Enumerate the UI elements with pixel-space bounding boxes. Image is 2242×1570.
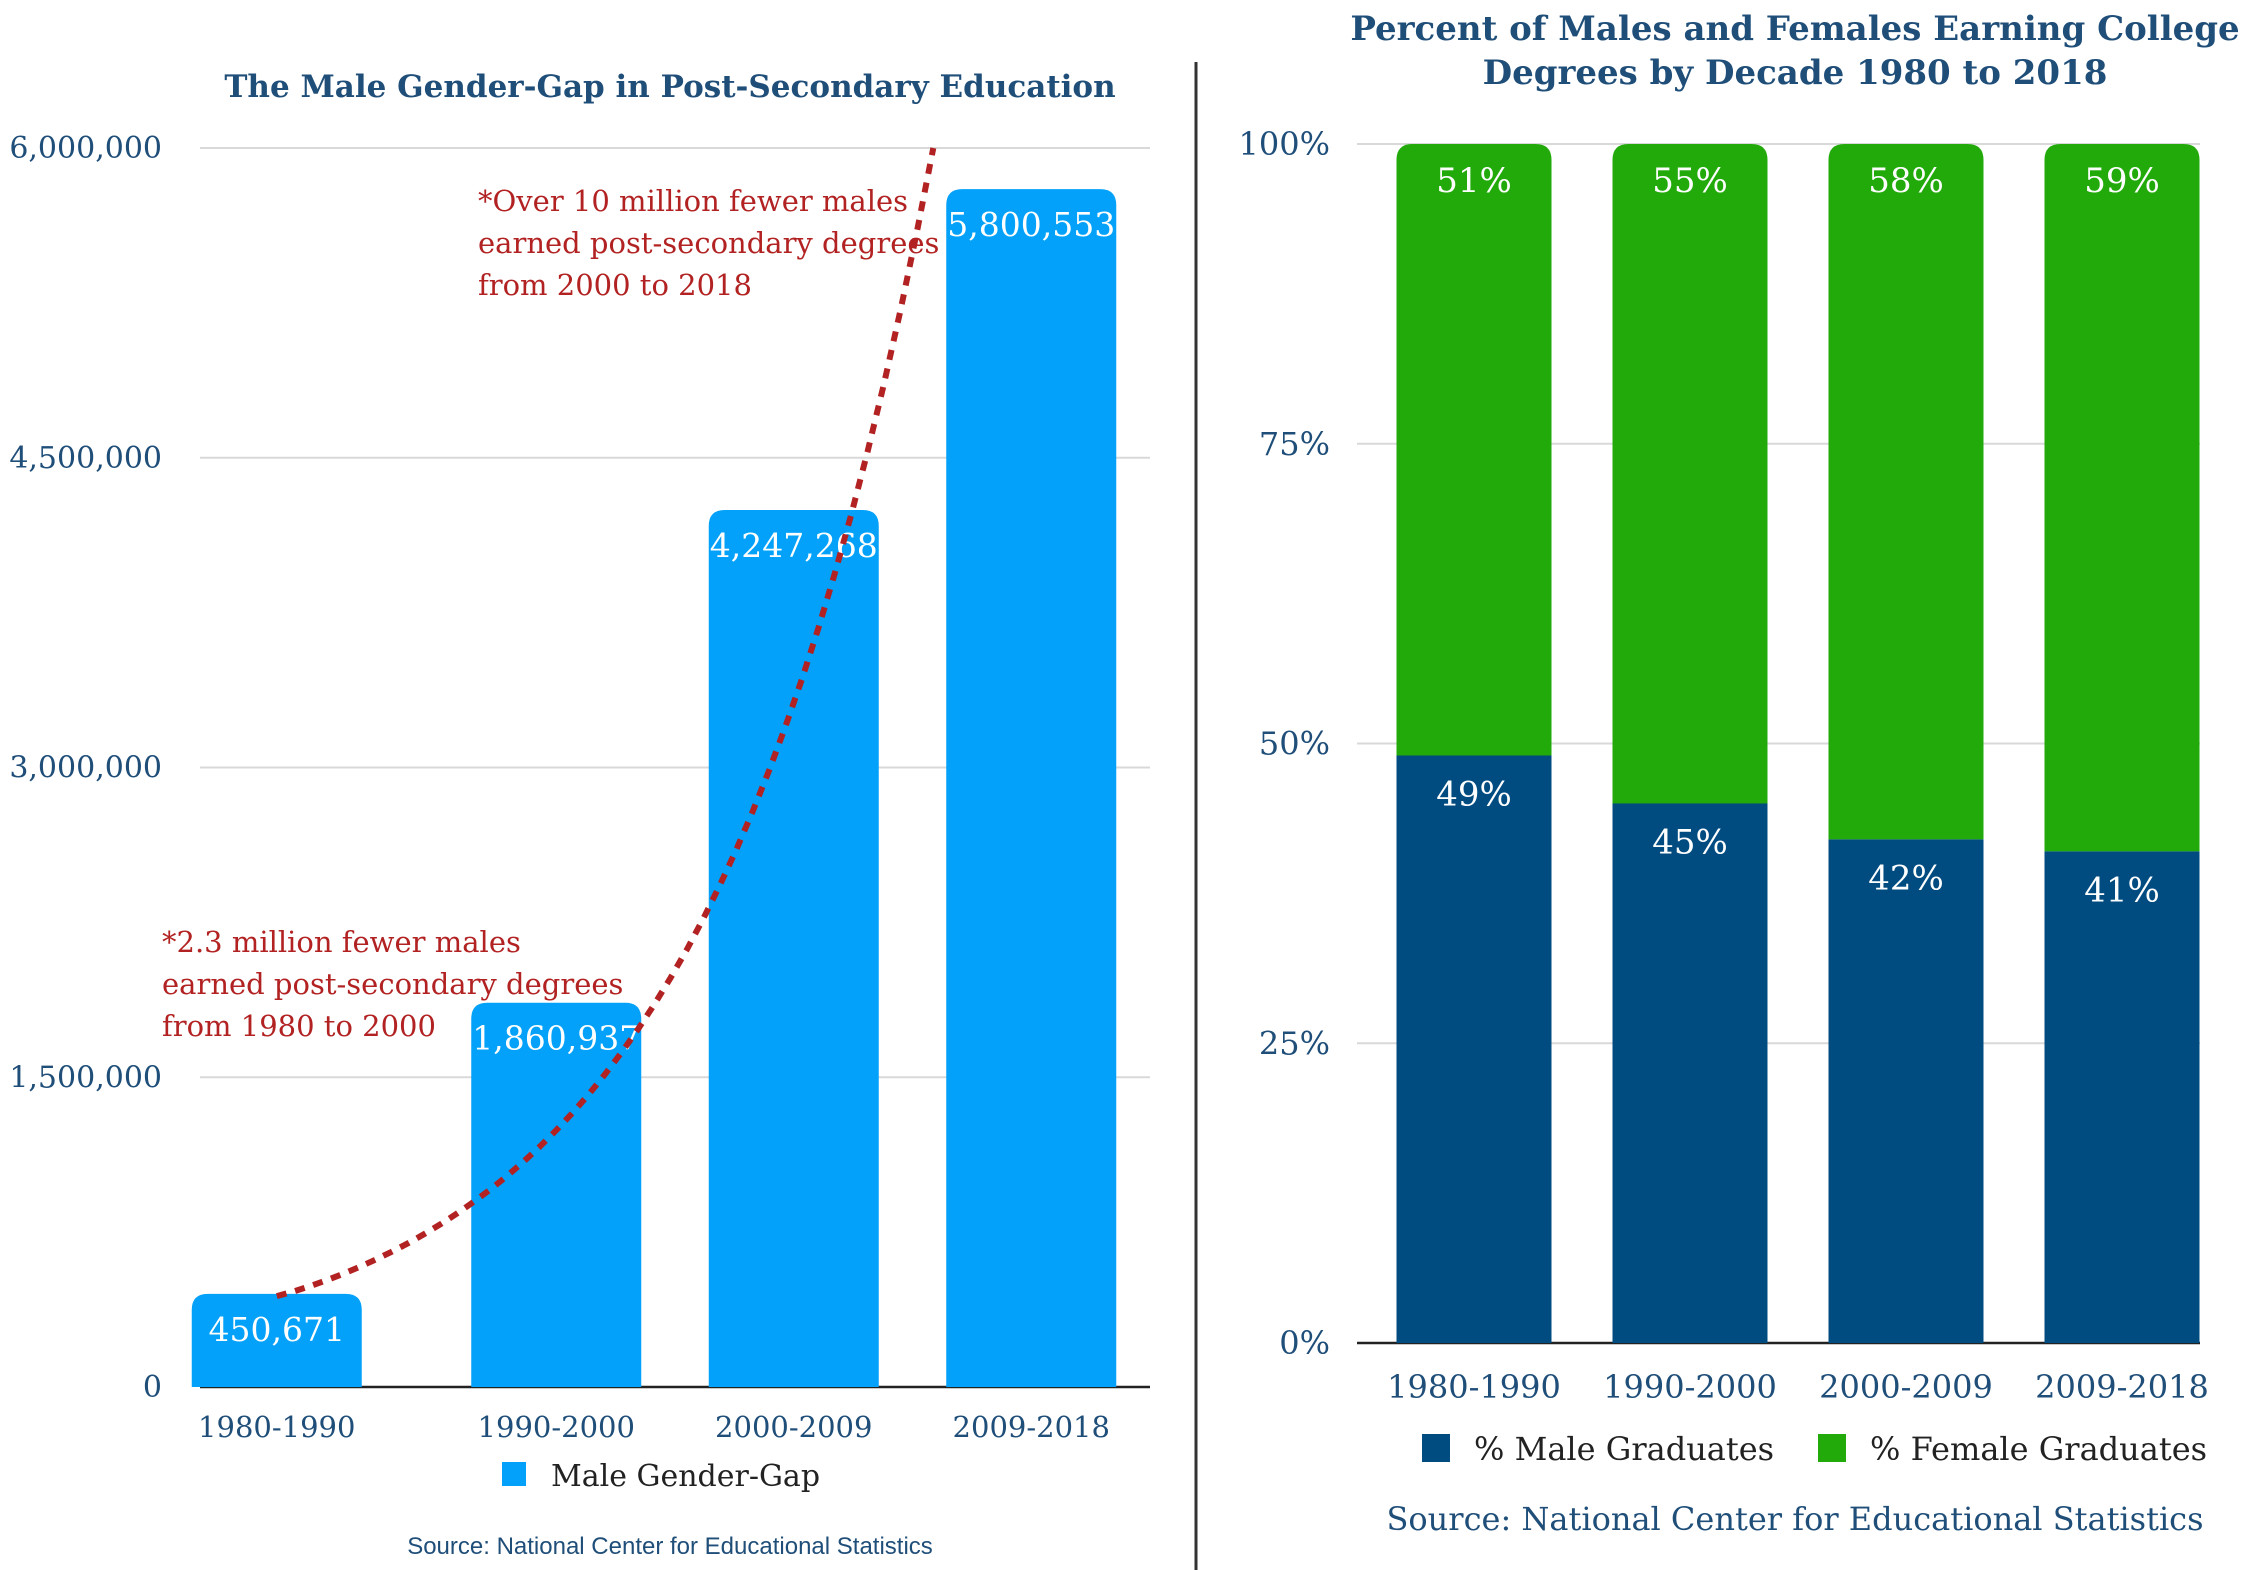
gender-gap-bar-value-label: 450,671 <box>209 1310 345 1349</box>
x-category-label: 2009-2018 <box>953 1410 1110 1444</box>
gender-gap-y-axis: 0 1,500,000 3,000,000 4,500,000 6,000,000 <box>9 131 162 1405</box>
y-tick-label: 0% <box>1279 1324 1330 1362</box>
graduates-legend: % Male Graduates % Female Graduates <box>1422 1430 2207 1468</box>
gender-gap-bar <box>191 1293 362 1387</box>
male-graduates-value-label: 41% <box>2084 870 2160 910</box>
x-category-label: 1980-1990 <box>1387 1368 1561 1406</box>
annotation-line: from 2000 to 2018 <box>478 268 752 302</box>
y-tick-label: 25% <box>1259 1024 1330 1062</box>
female-graduates-bar-segment <box>2044 144 2200 852</box>
gender-gap-bar-value-label: 1,860,937 <box>472 1019 640 1058</box>
x-category-label: 1990-2000 <box>1603 1368 1777 1406</box>
y-tick-label: 50% <box>1259 725 1330 763</box>
gender-gap-source: Source: National Center for Educational … <box>407 1533 933 1560</box>
female-graduates-value-label: 59% <box>2084 161 2160 201</box>
gender-gap-bar <box>471 1002 642 1387</box>
male-graduates-bar-segment <box>2044 851 2200 1343</box>
female-graduates-bar-segment <box>1828 144 1984 840</box>
female-graduates-bar-segment <box>1396 144 1552 756</box>
y-tick-label: 6,000,000 <box>9 131 162 166</box>
x-category-label: 1980-1990 <box>198 1410 355 1444</box>
x-category-label: 2000-2009 <box>1819 1368 1993 1406</box>
gender-gap-trendline <box>276 147 937 1299</box>
gender-gap-annotations: *2.3 million fewer males earned post-seco… <box>162 184 939 1043</box>
annotation-line: *2.3 million fewer males <box>162 925 521 959</box>
y-tick-label: 0 <box>143 1370 162 1405</box>
female-graduates-value-label: 58% <box>1868 161 1944 201</box>
annotation-line: earned post-secondary degrees <box>162 967 623 1001</box>
legend-swatch-female-graduates <box>1818 1434 1846 1462</box>
gender-gap-bar <box>708 509 879 1387</box>
legend-swatch-male-graduates <box>1422 1434 1450 1462</box>
gender-gap-chart-title: The Male Gender-Gap in Post-Secondary Ed… <box>224 69 1115 105</box>
y-tick-label: 1,500,000 <box>9 1060 162 1095</box>
y-tick-label: 100% <box>1239 125 1330 163</box>
annotation-line: earned post-secondary degrees <box>478 226 939 260</box>
male-graduates-value-label: 42% <box>1868 858 1944 898</box>
female-graduates-bar-segment <box>1612 144 1768 804</box>
x-category-label: 1990-2000 <box>478 1410 635 1444</box>
gender-gap-bar-value-label: 4,247,268 <box>710 526 878 565</box>
graduates-chart-title-line-2: Degrees by Decade 1980 to 2018 <box>1483 53 2108 93</box>
gender-gap-legend: Male Gender-Gap <box>502 1459 820 1494</box>
gender-gap-bar-value-label: 5,800,553 <box>947 205 1115 244</box>
annotation-line: from 1980 to 2000 <box>162 1009 436 1043</box>
male-graduates-value-label: 45% <box>1652 822 1728 862</box>
graduates-y-axis: 0% 25% 50% 75% 100% <box>1239 125 1330 1362</box>
female-graduates-value-label: 55% <box>1652 161 1728 201</box>
legend-label-male-graduates: % Male Graduates <box>1474 1430 1774 1468</box>
gender-gap-chart: The Male Gender-Gap in Post-Secondary Ed… <box>9 69 1150 1560</box>
legend-label-female-graduates: % Female Graduates <box>1870 1430 2207 1468</box>
graduates-x-axis: 1980-1990 1990-2000 2000-2009 2009-2018 <box>1387 1368 2209 1406</box>
male-graduates-bar-segment <box>1396 755 1552 1343</box>
y-tick-label: 3,000,000 <box>9 751 162 786</box>
legend-swatch-male-gender-gap <box>502 1462 526 1486</box>
gender-gap-bars: 450,671 1,860,937 4,247,268 5,800,553 <box>191 189 1117 1388</box>
graduates-source: Source: National Center for Educational … <box>1386 1500 2203 1538</box>
graduates-share-chart: Percent of Males and Females Earning Col… <box>1239 9 2240 1538</box>
graduates-stacked-bars: 51% 49% 55% 45% 58% 42% 59% 41% <box>1396 144 2200 1343</box>
male-graduates-bar-segment <box>1612 803 1768 1343</box>
graduates-chart-title-line-1: Percent of Males and Females Earning Col… <box>1350 9 2239 49</box>
male-graduates-value-label: 49% <box>1436 774 1512 814</box>
gender-gap-x-axis: 1980-1990 1990-2000 2000-2009 2009-2018 <box>198 1410 1110 1444</box>
legend-label-male-gender-gap: Male Gender-Gap <box>551 1459 820 1494</box>
y-tick-label: 75% <box>1259 425 1330 463</box>
x-category-label: 2009-2018 <box>2035 1368 2209 1406</box>
male-graduates-bar-segment <box>1828 839 1984 1343</box>
female-graduates-value-label: 51% <box>1436 161 1512 201</box>
y-tick-label: 4,500,000 <box>9 441 162 476</box>
gender-gap-bar <box>946 189 1117 1388</box>
annotation-line: *Over 10 million fewer males <box>478 184 908 218</box>
x-category-label: 2000-2009 <box>715 1410 872 1444</box>
